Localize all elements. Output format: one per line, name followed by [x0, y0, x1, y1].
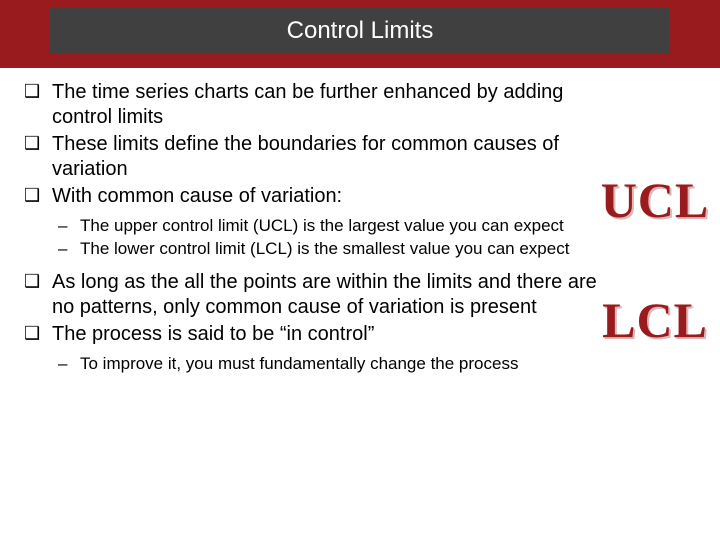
- bullet-list: The time series charts can be further en…: [24, 80, 604, 209]
- bullet-item: The time series charts can be further en…: [24, 80, 604, 130]
- slide-content: The time series charts can be further en…: [24, 80, 604, 384]
- slide-title: Control Limits: [287, 17, 434, 45]
- title-bar: Control Limits: [50, 8, 670, 54]
- sub-bullet-item: The lower control limit (LCL) is the sma…: [24, 238, 604, 259]
- header-band: Control Limits: [0, 0, 720, 68]
- sub-bullet-item: To improve it, you must fundamentally ch…: [24, 353, 604, 374]
- sub-bullet-list: The upper control limit (UCL) is the lar…: [24, 215, 604, 260]
- bullet-item: These limits define the boundaries for c…: [24, 132, 604, 182]
- bullet-item: The process is said to be “in control”: [24, 322, 604, 347]
- bullet-item: As long as the all the points are within…: [24, 270, 604, 320]
- sub-bullet-list: To improve it, you must fundamentally ch…: [24, 353, 604, 374]
- side-labels: UCL LCL: [600, 175, 710, 345]
- bullet-list: As long as the all the points are within…: [24, 270, 604, 347]
- lcl-label: LCL: [600, 295, 710, 345]
- sub-bullet-item: The upper control limit (UCL) is the lar…: [24, 215, 604, 236]
- bullet-item: With common cause of variation:: [24, 184, 604, 209]
- ucl-label: UCL: [600, 175, 710, 225]
